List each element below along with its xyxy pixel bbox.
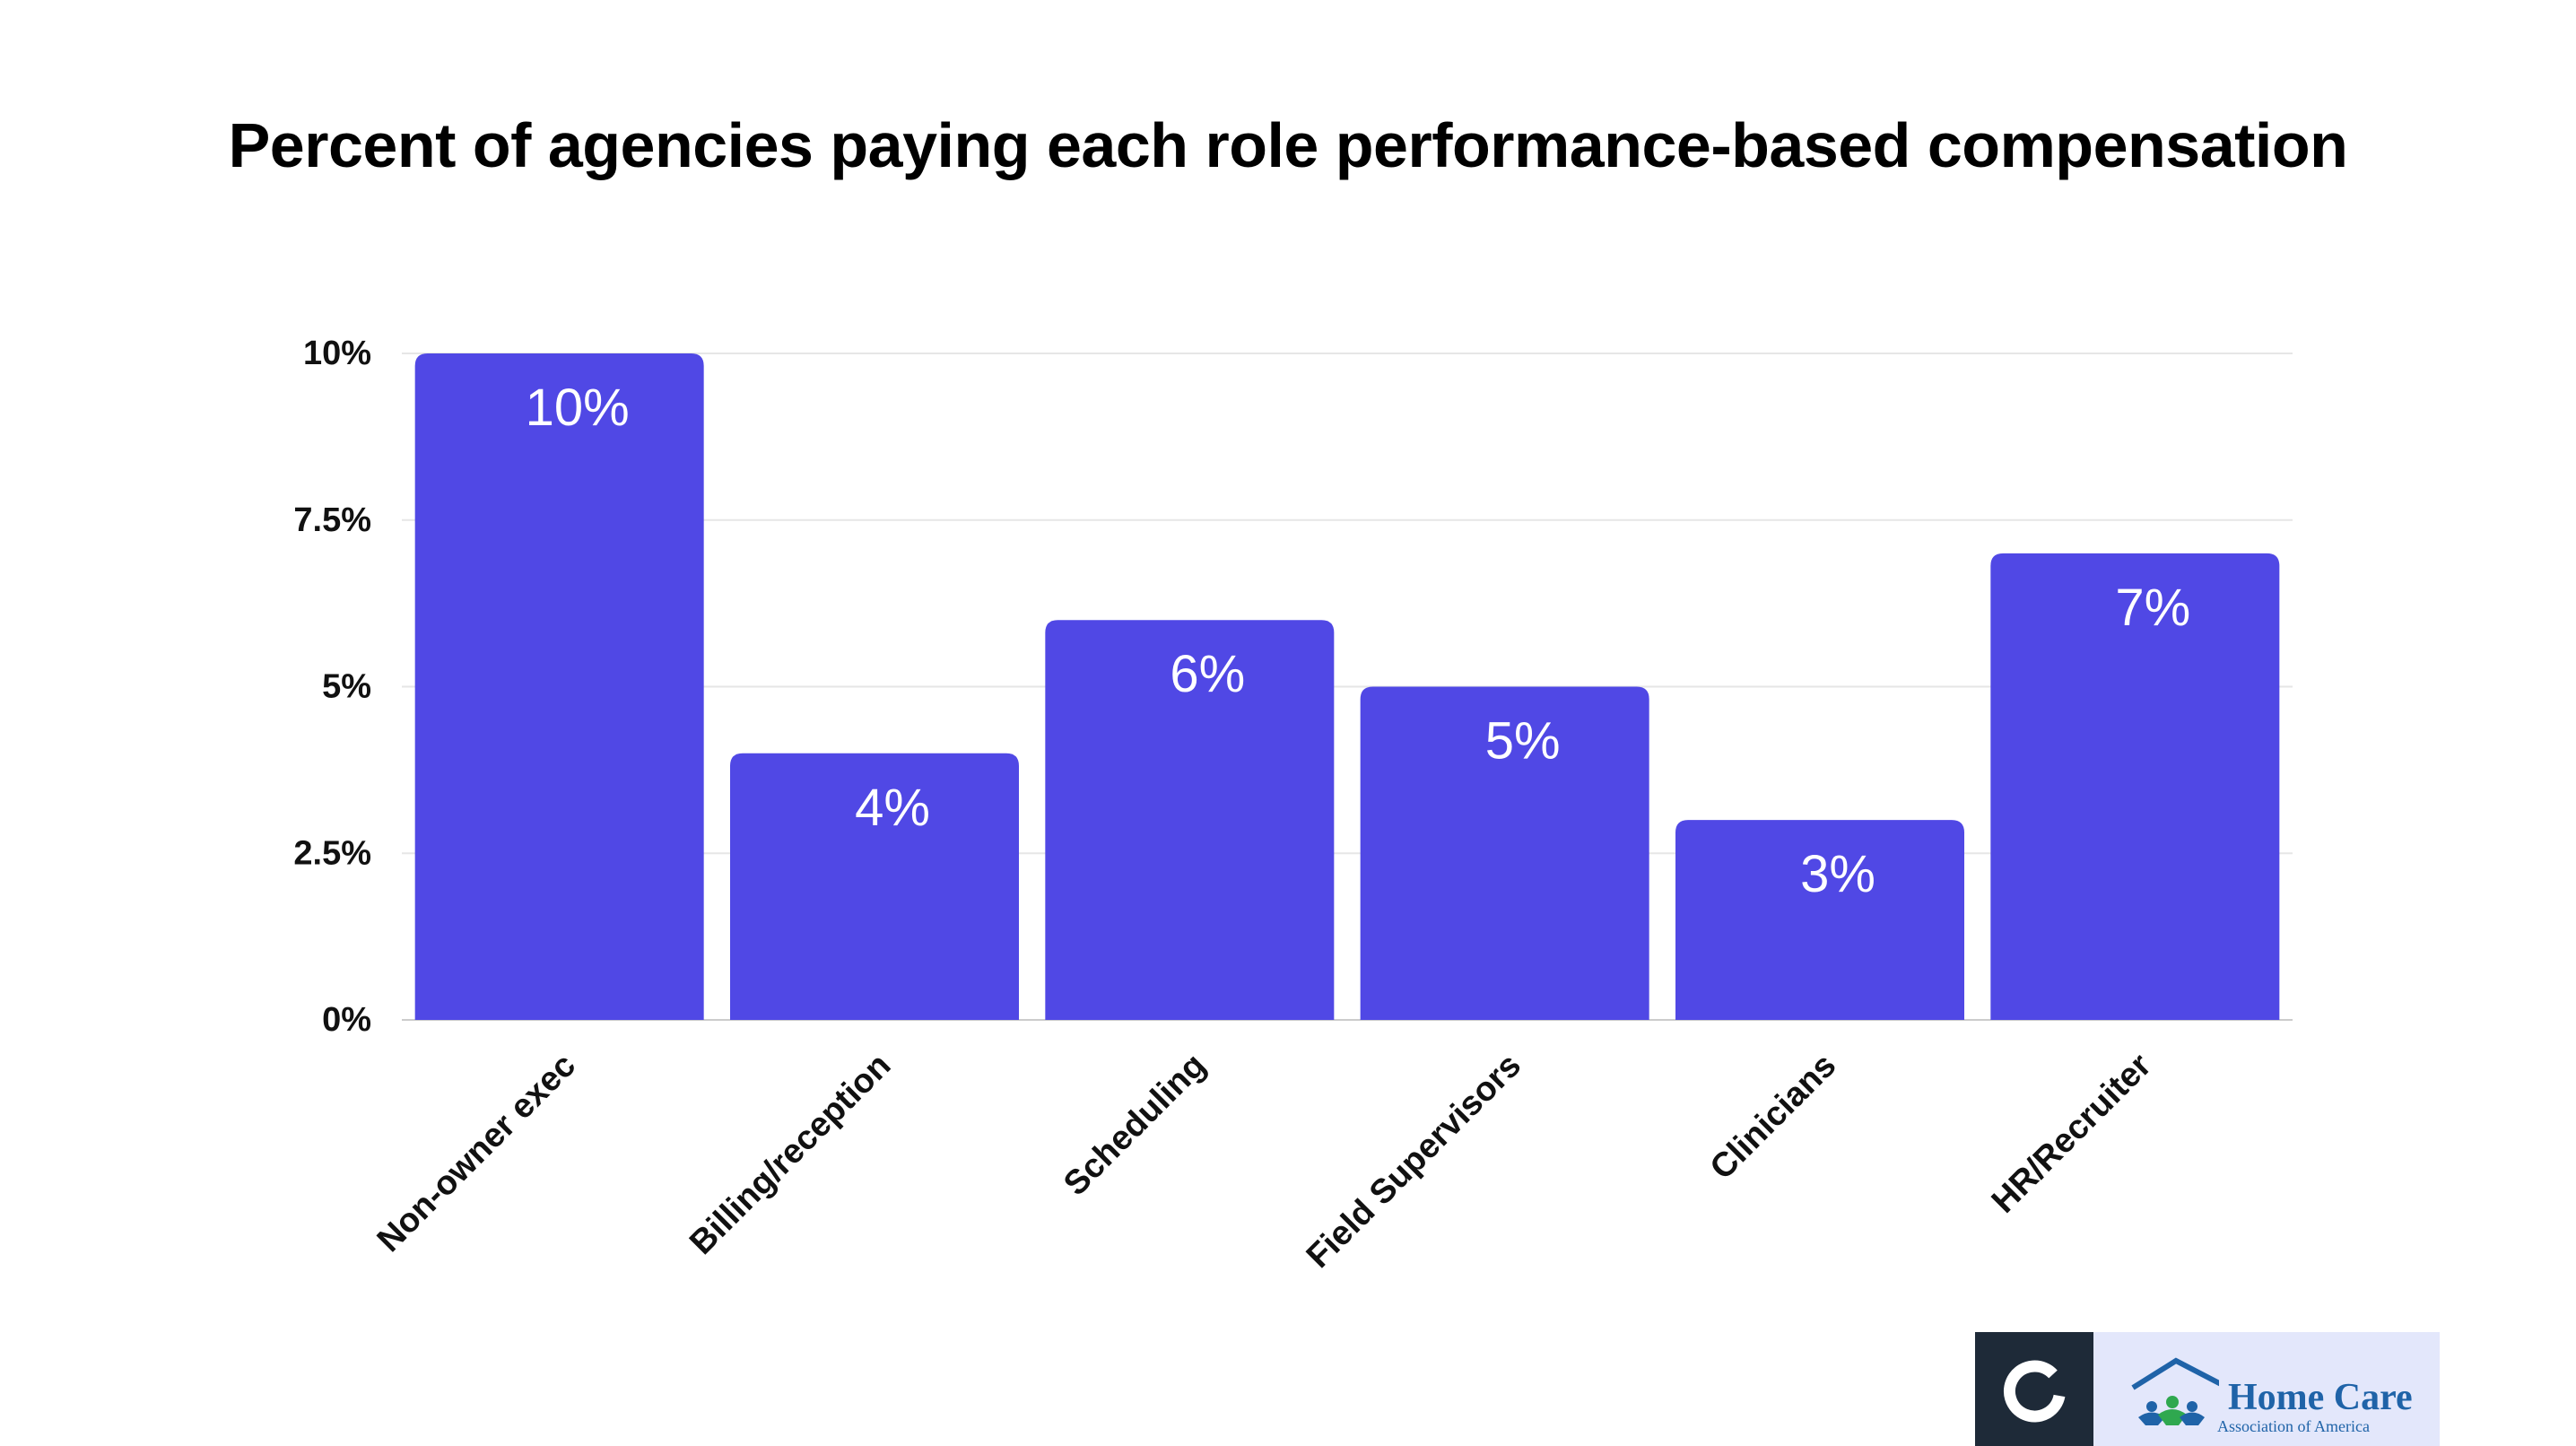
y-tick-label: 2.5% (293, 834, 371, 872)
y-tick-label: 10% (303, 335, 371, 372)
bar (730, 753, 1019, 1020)
bar (1675, 820, 1964, 1020)
bar-value-label: 5% (1485, 712, 1561, 771)
y-tick-label: 7.5% (293, 501, 371, 539)
bar (1045, 620, 1335, 1020)
x-tick-label: Field Supervisors (1300, 1047, 1528, 1276)
footer-logos: Home Care Association of America (1975, 1332, 2440, 1446)
bar-value-label: 3% (1800, 845, 1875, 903)
y-axis-ticks: 0% 2.5% 5% 7.5% 10% (293, 335, 371, 1039)
bar (1360, 686, 1649, 1020)
bar (414, 353, 704, 1020)
y-tick-label: 5% (322, 668, 371, 706)
gridlines (402, 353, 2293, 1021)
logo-name: Home Care (2228, 1377, 2413, 1418)
bar (1990, 553, 2280, 1020)
logo-subtitle: Association of America (2217, 1417, 2370, 1435)
bar-value-label: 6% (1170, 645, 1245, 703)
home-care-logo: Home Care Association of America (2093, 1332, 2440, 1446)
y-tick-label: 0% (322, 1001, 371, 1039)
bar-value-label: 10% (526, 379, 630, 437)
x-axis-ticks: Non-owner exec Billing/reception Schedulin… (370, 1047, 2159, 1276)
x-tick-label: Billing/reception (683, 1047, 898, 1262)
bar-value-label: 7% (2115, 579, 2190, 637)
x-tick-label: HR/Recruiter (1985, 1047, 2159, 1221)
ring-logo-icon (1975, 1332, 2093, 1446)
chart-title: Percent of agencies paying each role per… (228, 110, 2348, 180)
house-people-logo-icon (2131, 1357, 2219, 1425)
x-tick-label: Scheduling (1057, 1047, 1214, 1204)
bar-chart: 0% 2.5% 5% 7.5% 10% 10% 4% 6% 5% 3% 7% Non-owner … (293, 335, 2293, 1276)
x-tick-label: Non-owner exec (370, 1047, 583, 1259)
bar-value-labels: 10% 4% 6% 5% 3% 7% (526, 379, 2191, 903)
x-tick-label: Clinicians (1703, 1047, 1844, 1188)
bar-value-label: 4% (855, 779, 930, 837)
bars (414, 353, 2280, 1020)
